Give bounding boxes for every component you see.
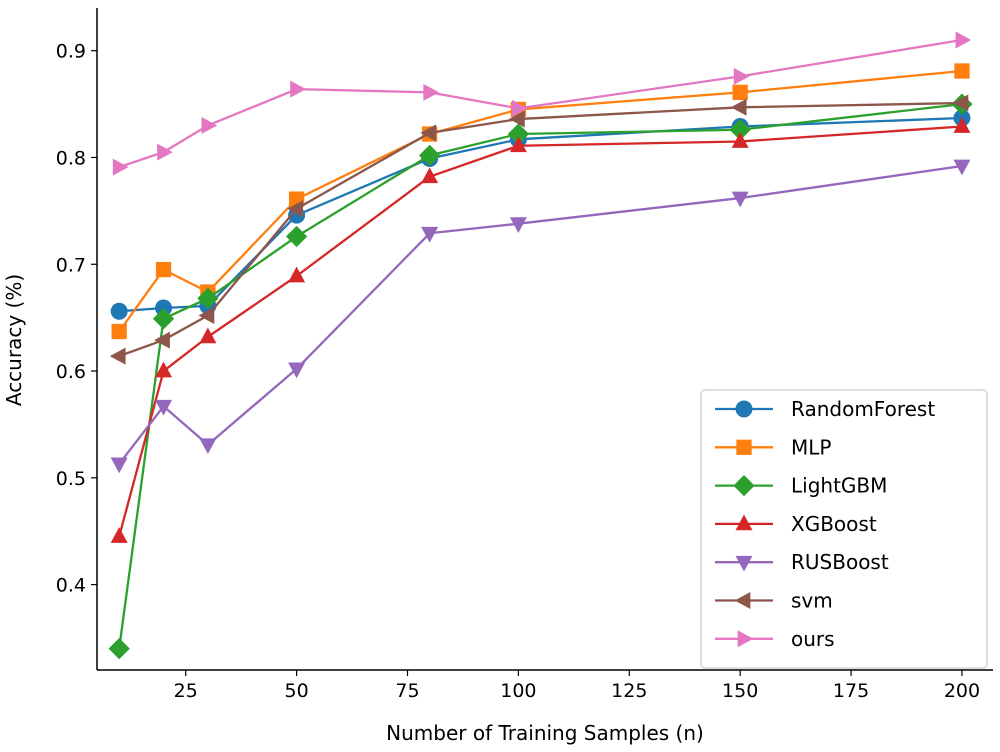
data-point-lightgbm <box>197 287 219 310</box>
legend-item-ours: ours <box>715 627 835 651</box>
legend-frame <box>700 389 988 669</box>
data-point-ours <box>201 116 218 134</box>
legend-item-rusboost: RUSBoost <box>715 550 889 574</box>
data-point-xgboost <box>155 361 173 378</box>
data-point-rusboost <box>199 438 217 455</box>
data-point-ours <box>157 143 173 161</box>
legend-marker-ours <box>737 630 754 648</box>
x-tick-label: 125 <box>611 680 647 702</box>
legend-label-mlp: MLP <box>791 435 831 459</box>
data-point-xgboost <box>110 527 128 543</box>
series-line-svm <box>118 101 962 358</box>
data-point-mlp <box>155 261 172 278</box>
y-axis-title: Accuracy (%) <box>2 274 26 406</box>
data-point-svm <box>154 331 170 349</box>
legend-marker-rusboost <box>735 555 753 572</box>
legend-item-svm: svm <box>715 589 833 613</box>
data-point-randomforest <box>155 299 173 317</box>
data-point-ours <box>112 158 129 176</box>
series-line-randomforest <box>119 116 962 313</box>
x-tick-label: 25 <box>174 680 198 702</box>
y-tick-label: 0.4 <box>56 575 86 597</box>
data-point-rusboost <box>110 457 128 474</box>
legend-marker-xgboost <box>735 514 753 531</box>
data-point-ours <box>423 83 440 101</box>
data-point-mlp <box>732 84 748 101</box>
y-tick-label: 0.6 <box>56 361 86 383</box>
data-point-svm <box>198 307 215 325</box>
data-point-lightgbm <box>729 119 751 141</box>
data-point-svm <box>730 98 747 116</box>
series-xgboost <box>110 117 971 543</box>
legend-label-randomforest: RandomForest <box>791 397 935 421</box>
data-point-randomforest <box>110 302 128 320</box>
series-ours <box>112 31 972 176</box>
legend-label-lightgbm: LightGBM <box>791 474 887 498</box>
series-randomforest <box>110 109 971 320</box>
data-point-ours <box>733 67 750 85</box>
series-svm <box>109 94 969 365</box>
legend-label-svm: svm <box>791 589 833 613</box>
data-point-ours <box>512 99 528 117</box>
data-point-xgboost <box>421 167 439 184</box>
legend-item-lightgbm: LightGBM <box>715 474 887 498</box>
data-point-lightgbm <box>507 123 530 145</box>
y-tick-label: 0.7 <box>56 254 86 276</box>
series-line-xgboost <box>118 125 963 537</box>
x-tick-label: 200 <box>944 680 980 702</box>
x-tick-label: 150 <box>722 680 758 702</box>
data-point-lightgbm <box>285 225 308 248</box>
data-point-xgboost <box>288 266 306 283</box>
plot-area <box>108 31 973 660</box>
legend-item-randomforest: RandomForest <box>715 397 935 421</box>
legend-label-xgboost: XGBoost <box>791 512 877 536</box>
x-tick-label: 50 <box>285 680 309 702</box>
legend-item-mlp: MLP <box>715 435 831 459</box>
data-point-svm <box>420 124 437 142</box>
legend-marker-mlp <box>736 439 752 455</box>
data-point-mlp <box>954 63 970 79</box>
x-tick-label: 75 <box>395 680 419 702</box>
data-point-rusboost <box>155 399 173 416</box>
series-line-ours <box>118 38 963 169</box>
legend-marker-svm <box>734 592 751 609</box>
legend-label-ours: ours <box>791 627 835 651</box>
data-point-xgboost <box>731 132 749 148</box>
data-point-xgboost <box>509 136 527 153</box>
series-line-rusboost <box>118 164 963 465</box>
legend-item-xgboost: XGBoost <box>715 512 877 536</box>
data-point-lightgbm <box>152 308 175 330</box>
series-rusboost <box>110 159 971 474</box>
data-point-rusboost <box>288 362 306 379</box>
data-point-ours <box>955 31 972 49</box>
x-tick-label: 100 <box>500 680 536 702</box>
x-tick-label: 175 <box>833 680 869 702</box>
data-point-ours <box>290 80 306 98</box>
data-point-xgboost <box>953 117 971 133</box>
data-point-rusboost <box>953 159 971 176</box>
legend-marker-randomforest <box>735 400 753 418</box>
data-point-svm <box>952 94 969 112</box>
data-point-svm <box>509 110 525 128</box>
data-point-svm <box>109 347 126 365</box>
x-axis-title: Number of Training Samples (n) <box>386 721 704 745</box>
data-point-mlp <box>111 323 127 340</box>
legend-label-rusboost: RUSBoost <box>791 550 889 574</box>
data-point-rusboost <box>731 191 749 208</box>
y-tick-label: 0.5 <box>56 468 86 490</box>
series-line-lightgbm <box>118 102 963 649</box>
data-point-rusboost <box>509 217 527 234</box>
data-point-lightgbm <box>419 144 441 166</box>
data-point-lightgbm <box>108 638 130 660</box>
data-point-rusboost <box>421 226 439 243</box>
y-tick-label: 0.9 <box>56 41 86 63</box>
axis-ticks: 25 50 75 100 125 150 175 200 0.4 0.5 0.6 0.7 0.8 0.9 <box>56 41 980 702</box>
data-point-svm <box>287 200 303 218</box>
legend: RandomForest MLP LightGBM XGBoost RUSBoost sv… <box>700 389 988 669</box>
legend-marker-lightgbm <box>733 474 755 497</box>
y-tick-label: 0.8 <box>56 147 86 169</box>
data-point-xgboost <box>199 327 217 344</box>
